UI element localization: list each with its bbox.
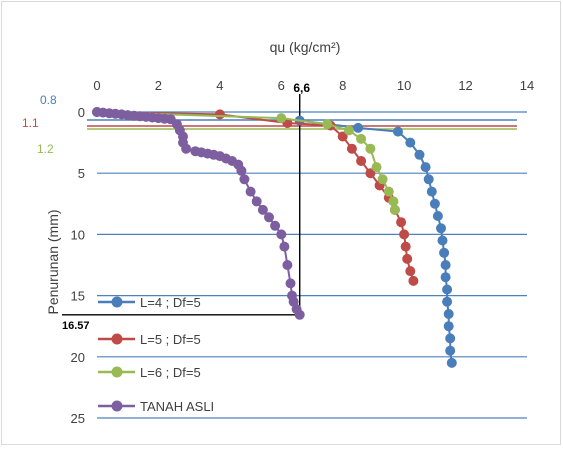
y-tick-label-15: 15 (71, 289, 85, 304)
data-point-2-12 (396, 217, 407, 228)
data-point-1-5 (414, 149, 425, 160)
tick-labels: 0 5 10 15 20 25 0 2 4 6 8 10 12 14 (71, 78, 535, 426)
x-tick-label-10: 10 (397, 78, 411, 93)
data-point-1-11 (436, 223, 446, 234)
y-tick-label-5: 5 (78, 166, 85, 181)
gridlines (97, 111, 527, 419)
data-point-1-17 (442, 296, 453, 307)
data-point-3-7 (371, 162, 382, 173)
data-point-2-13 (399, 229, 410, 240)
legend-marker-3 (111, 366, 123, 378)
data-point-1-13 (439, 247, 450, 258)
series-group (92, 107, 457, 368)
data-point-4-34 (276, 229, 287, 240)
data-point-1-7 (423, 174, 434, 185)
data-point-3-5 (356, 133, 367, 144)
data-point-1-16 (442, 284, 453, 295)
data-point-3-10 (388, 196, 399, 207)
data-point-2-8 (365, 168, 376, 179)
series-line-1 (299, 119, 453, 364)
reference-line-label-1.2: 1.2 (37, 142, 54, 156)
data-point-4-36 (282, 260, 293, 270)
data-point-1-18 (443, 309, 454, 319)
data-point-4-31 (257, 204, 268, 215)
data-point-1-2 (353, 122, 364, 133)
data-point-3-9 (383, 186, 394, 197)
reference-line-label-1.1: 1.1 (22, 116, 39, 130)
annotation-x-label: 6,6 (293, 81, 310, 95)
data-point-1-8 (426, 186, 437, 197)
legend-label-3: L=6 ; Df=5 (140, 365, 201, 380)
data-point-3-11 (389, 204, 400, 215)
data-point-3-8 (377, 174, 388, 185)
data-point-1-9 (429, 198, 440, 209)
y-tick-label-0: 0 (78, 105, 85, 120)
series-1 (294, 115, 457, 368)
x-tick-label-14: 14 (520, 78, 534, 93)
data-point-2-17 (408, 275, 419, 286)
legend-marker-1 (111, 296, 123, 308)
chart-outer-border (1, 1, 561, 445)
y-tick-label-20: 20 (71, 350, 85, 365)
series-4 (92, 107, 305, 320)
legend-label-4: TANAH ASLI (140, 399, 214, 414)
data-point-3-6 (365, 143, 376, 154)
data-point-4-28 (239, 174, 250, 185)
data-point-2-15 (402, 253, 413, 264)
data-point-4-32 (264, 212, 274, 223)
data-point-4-27 (236, 165, 247, 176)
data-point-3-3 (322, 119, 333, 130)
x-tick-label-4: 4 (216, 78, 223, 93)
data-point-2-14 (400, 241, 411, 252)
data-point-1-12 (437, 235, 448, 246)
y-axis-title: Penurunan (mm) (45, 209, 61, 314)
data-point-2-5 (337, 131, 348, 142)
y-tick-label-25: 25 (71, 411, 85, 426)
data-point-1-14 (440, 260, 451, 270)
data-point-1-20 (445, 333, 456, 344)
x-tick-label-0: 0 (93, 78, 100, 93)
legend-marker-2 (111, 333, 123, 345)
x-tick-label-12: 12 (458, 78, 472, 93)
annotations: 6,6 16.57 (62, 81, 310, 332)
data-point-4-35 (279, 241, 290, 252)
legend-marker-4 (111, 400, 123, 412)
data-point-4-29 (245, 186, 256, 197)
reference-line-label-0.8: 0.8 (40, 93, 57, 107)
y-tick-label-10: 10 (71, 227, 85, 242)
x-axis-title: qu (kg/cm²) (270, 39, 341, 55)
data-point-3-4 (343, 125, 354, 136)
data-point-1-15 (440, 272, 451, 283)
annotation-y-label: 16.57 (62, 320, 90, 332)
x-tick-label-8: 8 (339, 78, 346, 93)
data-point-2-2 (214, 109, 225, 120)
data-point-1-3 (393, 126, 403, 137)
data-point-1-22 (446, 357, 457, 368)
data-point-4-41 (294, 309, 305, 320)
data-point-4-30 (251, 196, 262, 207)
data-point-1-4 (405, 137, 416, 148)
data-point-1-19 (443, 321, 454, 332)
legend: L=4 ; Df=5 L=5 ; Df=5 L=6 ; Df=5 TANAH ASLI (98, 295, 214, 414)
x-tick-label-2: 2 (155, 78, 162, 93)
data-point-4-18 (181, 143, 192, 154)
data-point-2-7 (356, 156, 367, 166)
data-point-4-33 (270, 220, 281, 231)
legend-label-2: L=5 ; Df=5 (140, 332, 201, 347)
x-tick-label-6: 6 (278, 78, 285, 93)
data-point-1-10 (432, 211, 443, 221)
data-point-2-6 (346, 143, 357, 154)
data-point-1-6 (420, 162, 431, 173)
data-point-1-21 (445, 345, 456, 356)
data-point-3-2 (276, 113, 287, 124)
legend-label-1: L=4 ; Df=5 (140, 295, 201, 310)
data-point-2-16 (405, 266, 416, 277)
data-point-4-37 (285, 278, 296, 289)
